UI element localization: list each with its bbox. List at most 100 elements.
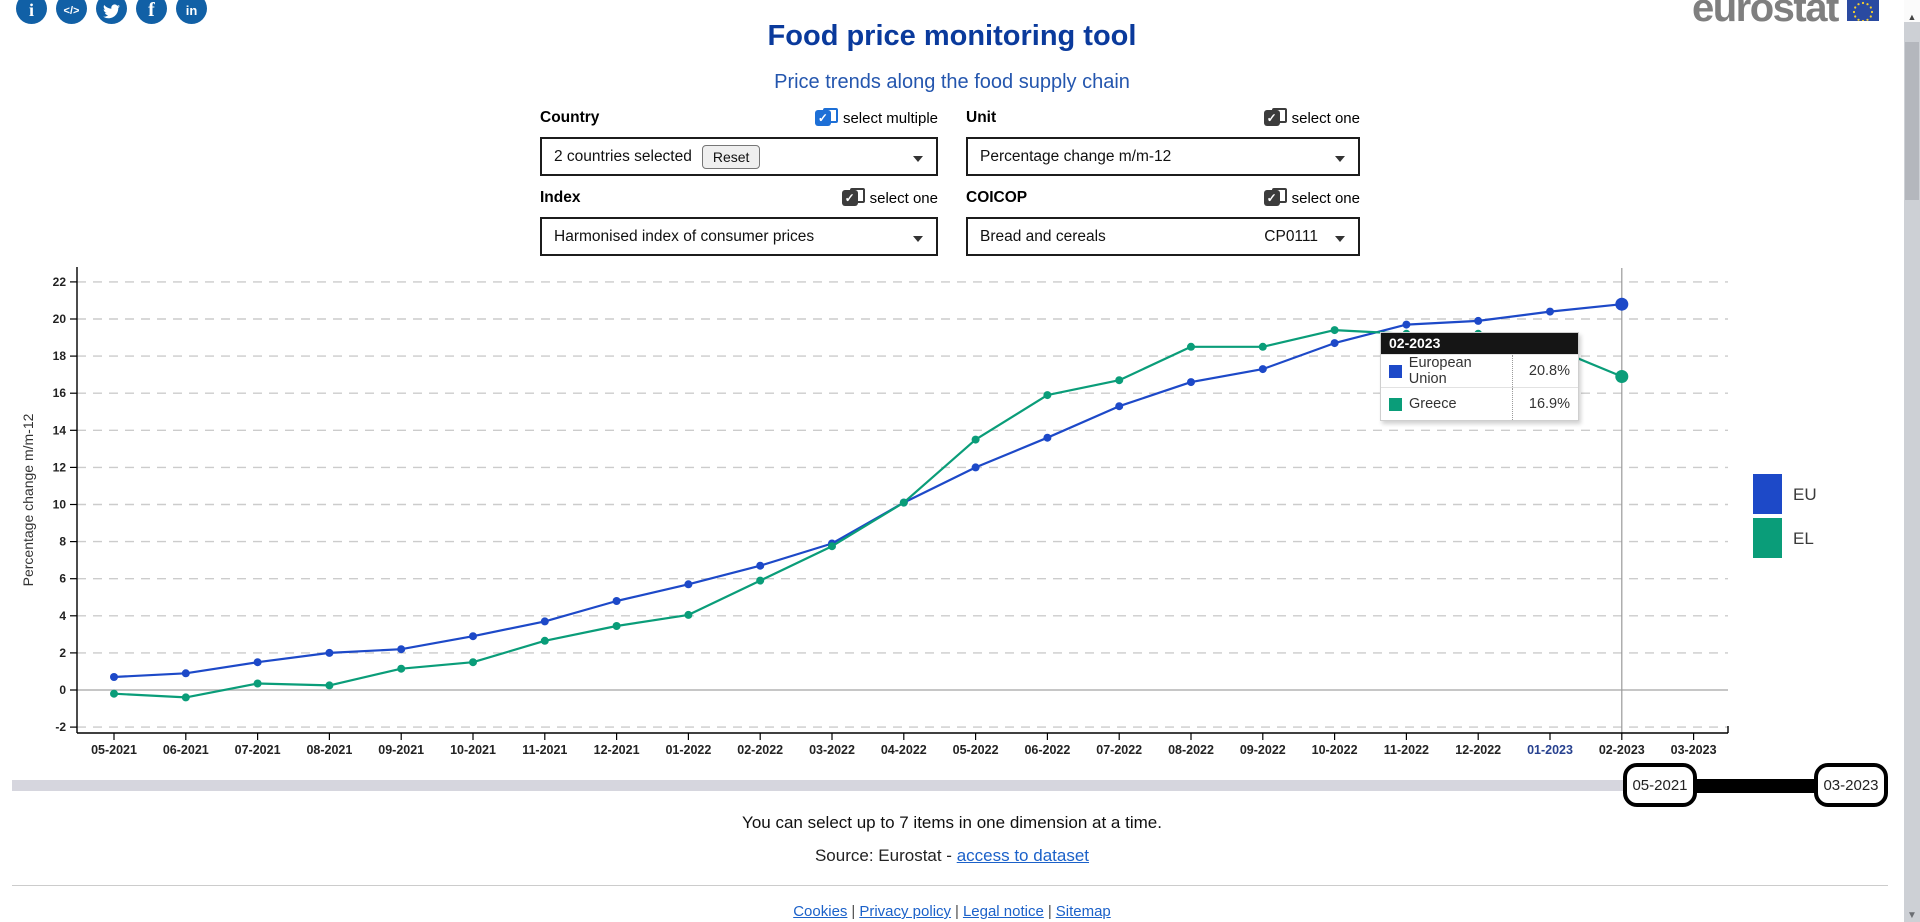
legend-eu-label: EU (1793, 485, 1817, 504)
scrollbar-down-button[interactable]: ▼ (1907, 910, 1917, 921)
svg-text:10-2022: 10-2022 (1312, 743, 1358, 757)
svg-text:-2: -2 (55, 720, 66, 734)
unit-select-one-label: select one (1291, 109, 1360, 127)
info-icon[interactable]: i (16, 0, 47, 24)
svg-text:18: 18 (53, 349, 67, 363)
page-subtitle: Price trends along the food supply chain (774, 71, 1130, 93)
select-multiple-label: select multiple (842, 109, 938, 127)
time-slider-range-bar[interactable] (1697, 779, 1814, 793)
price-trend-chart[interactable]: -2 0 2 4 6 8 10 12 14 16 18 20 22 05-2021 06-2021 07-20… (0, 0, 1750, 780)
country-select-value: 2 countries selected (554, 147, 692, 165)
svg-text:2: 2 (59, 646, 66, 660)
unit-select-one-checkbox[interactable]: ✓ (1263, 108, 1287, 127)
embed-code-icon[interactable]: </> (56, 0, 87, 24)
index-select[interactable]: Harmonised index of consumer prices (540, 217, 938, 256)
country-reset-button[interactable]: Reset (701, 144, 761, 169)
coicop-code: CP0111 (1264, 227, 1318, 245)
twitter-icon[interactable] (96, 0, 127, 24)
link-separator: | (851, 903, 856, 920)
time-slider-start-handle[interactable]: 05-2021 (1623, 763, 1697, 807)
svg-text:22: 22 (53, 275, 67, 289)
vertical-scrollbar[interactable]: ▼ (1904, 22, 1920, 922)
svg-text:6: 6 (59, 572, 66, 586)
el-series-swatch (1389, 397, 1402, 411)
privacy-policy-link[interactable]: Privacy policy (859, 903, 952, 920)
svg-text:07-2022: 07-2022 (1096, 743, 1142, 757)
svg-text:02-2022: 02-2022 (737, 743, 783, 757)
selection-note: You can select up to 7 items in one dime… (742, 813, 1162, 832)
svg-text:03-2023: 03-2023 (1671, 743, 1717, 757)
coicop-label-row: COICOP ✓ select one (966, 188, 1360, 208)
svg-text:12-2021: 12-2021 (594, 743, 640, 757)
svg-text:06-2021: 06-2021 (163, 743, 209, 757)
index-label: Index (540, 189, 581, 206)
cookies-link[interactable]: Cookies (793, 903, 848, 920)
facebook-icon[interactable]: f (136, 0, 167, 24)
chart-tooltip: 02-2023 European Union 20.8% Greece 16.9… (1380, 332, 1579, 421)
country-select[interactable]: 2 countries selected Reset (540, 137, 938, 176)
legend-el-label: EL (1793, 529, 1814, 548)
index-select-value: Harmonised index of consumer prices (554, 227, 815, 245)
source-prefix: Source: Eurostat - (814, 846, 957, 865)
svg-text:07-2021: 07-2021 (235, 743, 281, 757)
eurostat-logo: eurostat (1692, 0, 1839, 30)
coicop-select-value: Bread and cereals (980, 227, 1106, 245)
coicop-select[interactable]: Bread and cereals CP0111 (966, 217, 1360, 256)
svg-text:8: 8 (59, 535, 66, 549)
index-select-one-checkbox[interactable]: ✓ (841, 188, 865, 207)
legend-el-swatch[interactable] (1753, 518, 1782, 558)
unit-select-value: Percentage change m/m-12 (980, 147, 1172, 165)
tooltip-row-el: Greece 16.9% (1381, 387, 1578, 420)
scrollbar-up-button[interactable]: ▲ (1904, 0, 1920, 22)
country-label: Country (540, 109, 600, 126)
tooltip-el-value: 16.9% (1512, 388, 1578, 420)
svg-text:4: 4 (59, 609, 66, 623)
svg-text:Percentage change m/m-12: Percentage change m/m-12 (20, 413, 36, 586)
index-label-row: Index ✓ select one (540, 188, 938, 208)
index-select-one-label: select one (869, 189, 938, 207)
svg-text:04-2022: 04-2022 (881, 743, 927, 757)
access-to-dataset-link[interactable]: access to dataset (956, 846, 1090, 865)
sitemap-link[interactable]: Sitemap (1055, 903, 1111, 920)
country-label-row: Country ✓ select multiple (540, 108, 938, 128)
select-multiple-checkbox[interactable]: ✓ (814, 108, 838, 127)
link-separator: | (1047, 903, 1052, 920)
svg-text:01-2022: 01-2022 (665, 743, 711, 757)
svg-text:08-2022: 08-2022 (1168, 743, 1214, 757)
svg-text:03-2022: 03-2022 (809, 743, 855, 757)
scrollbar-thumb[interactable] (1905, 42, 1919, 200)
tooltip-row-eu: European Union 20.8% (1381, 354, 1578, 387)
svg-text:14: 14 (53, 423, 67, 437)
svg-text:05-2021: 05-2021 (91, 743, 137, 757)
svg-text:0: 0 (59, 683, 66, 697)
svg-text:11-2022: 11-2022 (1384, 743, 1429, 757)
svg-text:10-2021: 10-2021 (450, 743, 496, 757)
unit-select[interactable]: Percentage change m/m-12 (966, 137, 1360, 176)
svg-text:01-2023: 01-2023 (1527, 743, 1573, 757)
tooltip-el-name: Greece (1409, 396, 1457, 412)
tooltip-date: 02-2023 (1381, 333, 1578, 354)
svg-text:12-2022: 12-2022 (1455, 743, 1501, 757)
source-line: Source: Eurostat - access to dataset (0, 846, 1904, 866)
svg-text:16: 16 (53, 386, 67, 400)
svg-text:06-2022: 06-2022 (1024, 743, 1070, 757)
svg-text:10: 10 (53, 498, 67, 512)
eu-flag-icon (1847, 0, 1879, 26)
svg-text:08-2021: 08-2021 (306, 743, 352, 757)
linkedin-icon[interactable]: in (176, 0, 207, 24)
svg-text:05-2022: 05-2022 (953, 743, 999, 757)
svg-text:12: 12 (53, 460, 67, 474)
unit-label-row: Unit ✓ select one (966, 108, 1360, 128)
legal-notice-link[interactable]: Legal notice (962, 903, 1044, 920)
tooltip-eu-value: 20.8% (1512, 355, 1578, 387)
time-slider-track[interactable] (12, 780, 1623, 791)
legend-eu-swatch[interactable] (1753, 474, 1782, 514)
link-separator: | (955, 903, 959, 920)
coicop-select-one-label: select one (1291, 189, 1360, 207)
coicop-select-one-checkbox[interactable]: ✓ (1263, 188, 1287, 207)
time-slider-end-handle[interactable]: 03-2023 (1814, 763, 1888, 807)
footer-divider (12, 885, 1888, 886)
svg-text:09-2022: 09-2022 (1240, 743, 1286, 757)
eu-series-swatch (1389, 364, 1402, 378)
